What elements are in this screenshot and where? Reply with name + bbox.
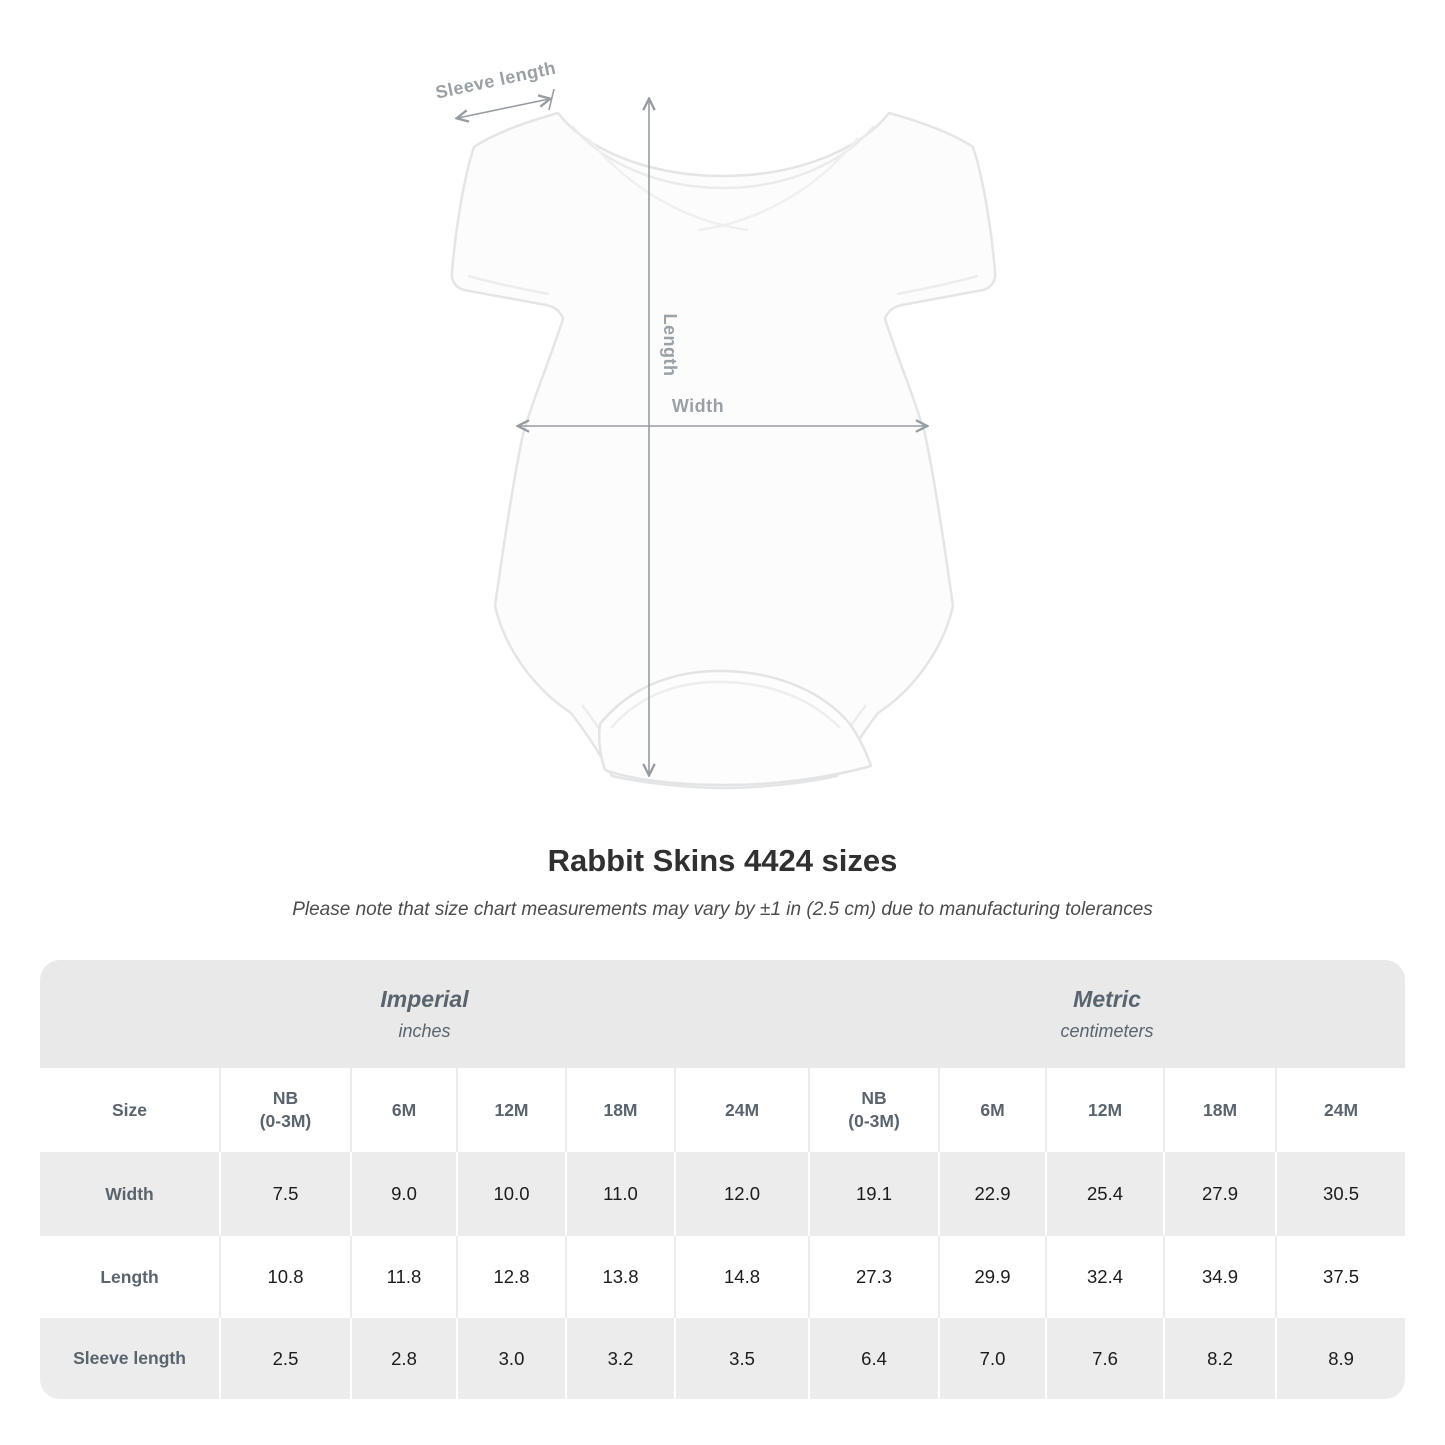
value-cell: 10.8 (219, 1236, 351, 1318)
metric-label: Metric (1073, 986, 1141, 1013)
value-cell: 3.0 (456, 1318, 566, 1399)
size-header: Size (40, 1068, 220, 1152)
value-cell: 6.4 (808, 1318, 940, 1399)
value-cell: 7.5 (219, 1152, 351, 1236)
col-header-imperial-nb: NB (0-3M) (219, 1068, 351, 1152)
value-cell: 8.2 (1163, 1318, 1277, 1399)
col-header-metric-12m: 12M (1045, 1068, 1165, 1152)
value-cell: 3.5 (673, 1318, 810, 1399)
value-cell: 2.5 (219, 1318, 351, 1399)
value-cell: 2.8 (350, 1318, 457, 1399)
col-header-metric-6m: 6M (938, 1068, 1047, 1152)
value-cell: 27.3 (808, 1236, 940, 1318)
value-cell: 34.9 (1163, 1236, 1277, 1318)
value-cell: 25.4 (1045, 1152, 1165, 1236)
value-cell: 29.9 (938, 1236, 1047, 1318)
unit-group-imperial: Imperial inches (40, 960, 810, 1068)
col-header-metric-24m: 24M (1275, 1068, 1405, 1152)
value-cell: 10.0 (456, 1152, 566, 1236)
col-header-imperial-18m: 18M (565, 1068, 675, 1152)
sleeve-length-end-tick (548, 88, 555, 111)
measurement-annotations (458, 88, 926, 774)
value-cell: 13.8 (565, 1236, 675, 1318)
sleeve-length-arrow (458, 99, 549, 118)
imperial-unit: inches (398, 1020, 451, 1041)
bodysuit-illustration (450, 111, 997, 790)
page-title: Rabbit Skins 4424 sizes (547, 843, 898, 878)
size-table: Imperial inches Metric centimeters Size … (40, 960, 1405, 1399)
size-header-row: Size NB (0-3M) 6M 12M 18M 24M NB (0-3M) … (40, 1068, 1405, 1152)
table-row-sleeve-length: Sleeve length 2.5 2.8 3.0 3.2 3.5 6.4 7.… (40, 1318, 1405, 1399)
right-sleeve-hem-line (896, 274, 979, 296)
col-header-imperial-6m: 6M (350, 1068, 457, 1152)
row-label-length: Length (40, 1236, 220, 1318)
value-cell: 22.9 (938, 1152, 1047, 1236)
unit-group-metric: Metric centimeters (809, 960, 1405, 1068)
value-cell: 37.5 (1275, 1236, 1405, 1318)
value-cell: 14.8 (673, 1236, 810, 1318)
value-cell: 3.2 (565, 1318, 675, 1399)
value-cell: 12.0 (673, 1152, 810, 1236)
width-label: Width (672, 396, 724, 416)
value-cell: 7.0 (938, 1318, 1047, 1399)
col-header-metric-nb: NB (0-3M) (808, 1068, 940, 1152)
table-row-width: Width 7.5 9.0 10.0 11.0 12.0 19.1 22.9 2… (40, 1152, 1405, 1236)
length-label: Length (660, 314, 680, 377)
size-table-container: Imperial inches Metric centimeters Size … (40, 960, 1405, 1399)
col-header-metric-18m: 18M (1163, 1068, 1277, 1152)
left-lap-shoulder-line (587, 137, 749, 232)
collar-trim-line (571, 125, 875, 190)
col-header-imperial-24m: 24M (673, 1068, 810, 1152)
value-cell: 19.1 (808, 1152, 940, 1236)
left-sleeve-hem-line (467, 274, 550, 296)
value-cell: 32.4 (1045, 1236, 1165, 1318)
right-lap-shoulder-line (697, 137, 859, 232)
crotch-flap-trim-line (610, 680, 841, 729)
table-row-length: Length 10.8 11.8 12.8 13.8 14.8 27.3 29.… (40, 1236, 1405, 1318)
metric-unit: centimeters (1060, 1020, 1154, 1041)
row-label-sleeve-length: Sleeve length (40, 1318, 220, 1399)
garment-diagram: Sleeve length Length Width (434, 58, 997, 790)
value-cell: 30.5 (1275, 1152, 1405, 1236)
tolerance-note: Please note that size chart measurements… (292, 899, 1153, 920)
row-label-width: Width (40, 1152, 220, 1236)
value-cell: 12.8 (456, 1236, 566, 1318)
value-cell: 11.0 (565, 1152, 675, 1236)
imperial-label: Imperial (380, 986, 469, 1013)
value-cell: 11.8 (350, 1236, 457, 1318)
value-cell: 8.9 (1275, 1318, 1405, 1399)
unit-group-row: Imperial inches Metric centimeters (40, 960, 1405, 1068)
col-header-imperial-12m: 12M (456, 1068, 566, 1152)
value-cell: 7.6 (1045, 1318, 1165, 1399)
value-cell: 27.9 (1163, 1152, 1277, 1236)
value-cell: 9.0 (350, 1152, 457, 1236)
sleeve-length-label: Sleeve length (434, 58, 558, 103)
